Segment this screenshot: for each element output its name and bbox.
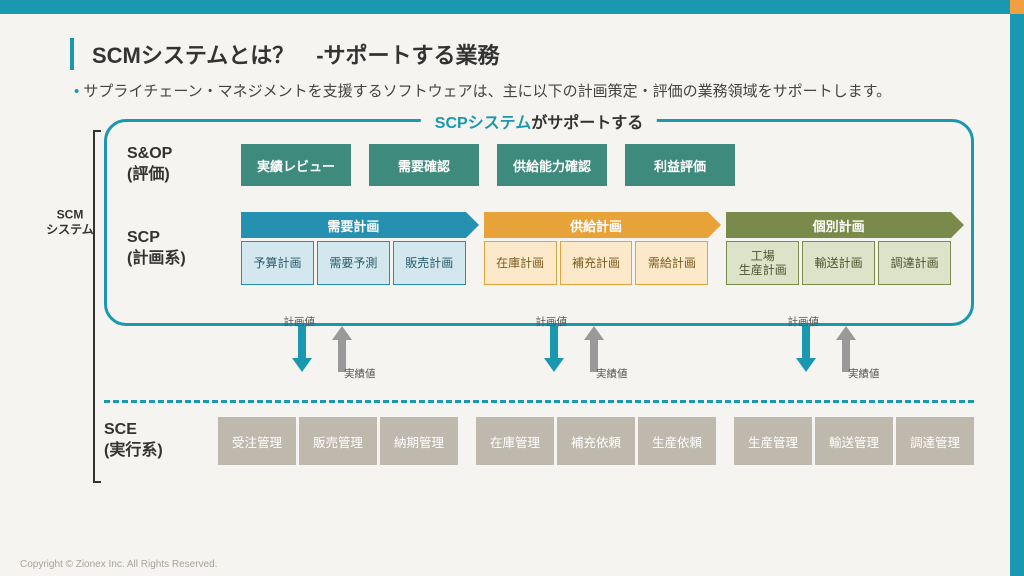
scp-legend-bold: SCPシステム [435,115,531,132]
sce-cell: 輸送管理 [815,417,893,465]
sop-row: S&OP (評価) 実績レビュー需要確認供給能力確認利益評価 [127,144,951,186]
scm-brace [93,130,101,483]
plan-cell: 工場 生産計画 [726,241,799,285]
sop-body: 実績レビュー需要確認供給能力確認利益評価 [241,144,951,186]
copyright: Copyright © Zionex Inc. All Rights Reser… [20,559,217,570]
actual-value-label: 実績値 [344,366,376,381]
sce-label: SCE (実行系) [104,420,204,462]
sop-chip-2: 供給能力確認 [497,144,607,186]
scp-legend: SCPシステムがサポートする [421,109,657,133]
plan-cell: 需要予測 [317,241,390,285]
plan-cell: 輸送計画 [802,241,875,285]
sce-cell: 受注管理 [218,417,296,465]
scp-body: 需要計画予算計画需要予測販売計画供給計画在庫計画補充計画需給計画個別計画工場 生… [241,212,951,285]
sce-cell: 生産依頼 [638,417,716,465]
arrow-down-icon [798,326,814,372]
intro-bullet: サプライチェーン・マネジメントを支援するソフトウェアは、主に以下の計画策定・評価… [74,80,974,101]
arrow-down-icon [294,326,310,372]
arrow-down-icon [546,326,562,372]
sce-group-2: 生産管理輸送管理調達管理 [734,417,974,465]
arrow-group-0: 計画値実績値 [218,326,470,382]
sce-body: 受注管理販売管理納期管理在庫管理補充依頼生産依頼生産管理輸送管理調達管理 [218,417,974,465]
plan-cell: 需給計画 [635,241,708,285]
plan-cells-demand: 予算計画需要予測販売計画 [241,241,466,285]
top-accent-bar [0,0,1024,14]
plan-group-supply: 供給計画在庫計画補充計画需給計画 [484,212,709,285]
plan-cell: 予算計画 [241,241,314,285]
sce-cell: 調達管理 [896,417,974,465]
sce-cell: 納期管理 [380,417,458,465]
actual-value-label: 実績値 [848,366,880,381]
sop-label: S&OP (評価) [127,144,227,186]
plan-cell: 販売計画 [393,241,466,285]
sop-chip-0: 実績レビュー [241,144,351,186]
scp-row: SCP (計画系) 需要計画予算計画需要予測販売計画供給計画在庫計画補充計画需給… [127,212,951,285]
arrow-group-1: 計画値実績値 [470,326,722,382]
sce-group-0: 受注管理販売管理納期管理 [218,417,458,465]
plan-group-indiv: 個別計画工場 生産計画輸送計画調達計画 [726,212,951,285]
title-block: SCMシステムとは？ -サポートする業務 [70,38,974,70]
sop-chip-3: 利益評価 [625,144,735,186]
plan-header-supply: 供給計画 [484,212,709,238]
sce-cell: 在庫管理 [476,417,554,465]
right-teal-stripe [1010,14,1024,576]
sce-group-1: 在庫管理補充依頼生産依頼 [476,417,716,465]
dashed-divider [104,400,974,403]
plan-header-demand: 需要計画 [241,212,466,238]
plan-cell: 在庫計画 [484,241,557,285]
actual-value-label: 実績値 [596,366,628,381]
plan-cells-indiv: 工場 生産計画輸送計画調達計画 [726,241,951,285]
arrow-group-2: 計画値実績値 [722,326,974,382]
sce-cell: 販売管理 [299,417,377,465]
scp-legend-rest: がサポートする [531,115,643,132]
sce-cell: 補充依頼 [557,417,635,465]
plan-cells-supply: 在庫計画補充計画需給計画 [484,241,709,285]
sop-chip-1: 需要確認 [369,144,479,186]
arrow-zone: 計画値実績値計画値実績値計画値実績値 [218,326,974,382]
scp-system-container: SCM システム SCPシステムがサポートする S&OP (評価) 実績レビュー… [104,119,974,326]
plan-group-demand: 需要計画予算計画需要予測販売計画 [241,212,466,285]
scp-label: SCP (計画系) [127,228,227,270]
plan-cell: 補充計画 [560,241,633,285]
scm-system-label: SCM システム [45,207,95,238]
plan-cell: 調達計画 [878,241,951,285]
sce-cell: 生産管理 [734,417,812,465]
sce-row: SCE (実行系) 受注管理販売管理納期管理在庫管理補充依頼生産依頼生産管理輸送… [104,417,974,465]
plan-header-indiv: 個別計画 [726,212,951,238]
page-title: SCMシステムとは？ -サポートする業務 [92,38,974,70]
slide-content: SCMシステムとは？ -サポートする業務 サプライチェーン・マネジメントを支援す… [0,14,1010,576]
